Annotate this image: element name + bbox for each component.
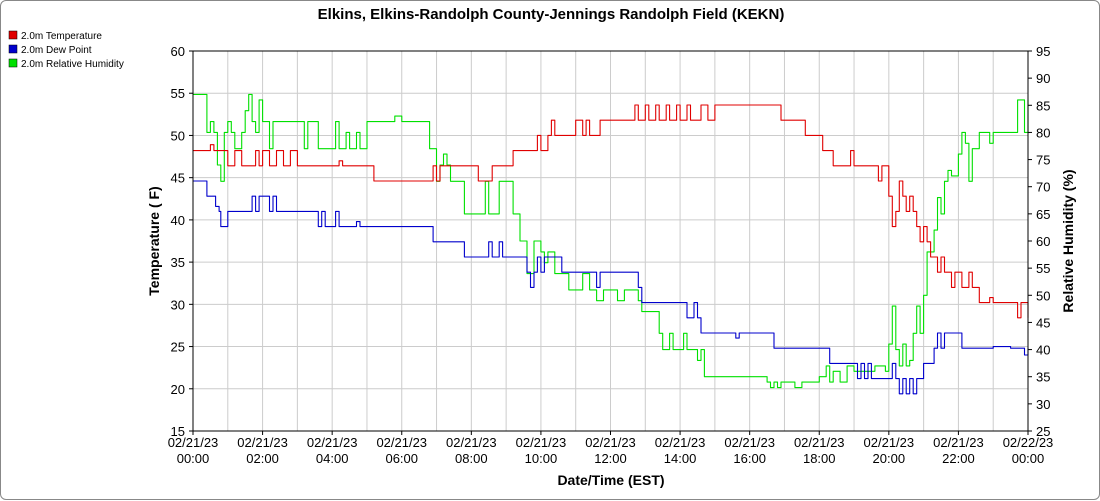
- series-line-2-0m-dew-point: [193, 180, 1029, 395]
- legend-label: 2.0m Dew Point: [21, 45, 92, 56]
- y-left-tick-label: 35: [171, 255, 185, 270]
- legend-label: 2.0m Relative Humidity: [21, 59, 124, 70]
- chart-title: Elkins, Elkins-Randolph County-Jennings …: [318, 6, 785, 23]
- x-tick-date: 02/21/23: [307, 435, 358, 450]
- y-right-tick-label: 65: [1036, 207, 1050, 222]
- grid: [192, 50, 1029, 432]
- x-tick-date: 02/21/23: [933, 435, 984, 450]
- legend-label: 2.0m Temperature: [21, 31, 102, 42]
- y-right-tick-label: 60: [1036, 234, 1050, 249]
- y-right-tick-label: 30: [1036, 397, 1050, 412]
- y-right-tick-label: 55: [1036, 261, 1050, 276]
- x-tick-time: 10:00: [525, 451, 558, 466]
- x-tick-date: 02/21/23: [794, 435, 845, 450]
- x-tick-time: 20:00: [873, 451, 906, 466]
- axes: 15 20 25 30 35 40 45 50 55 60 25 30 35 40 45 50 55 60 65 70…: [168, 44, 1054, 466]
- plot-border: [192, 50, 1029, 432]
- x-tick-time: 08:00: [455, 451, 488, 466]
- x-tick-date: 02/22/23: [1003, 435, 1054, 450]
- y-right-tick-label: 25: [1036, 424, 1050, 439]
- x-tick-time: 00:00: [1012, 451, 1045, 466]
- y-right-tick-label: 45: [1036, 315, 1050, 330]
- y-right-tick-label: 95: [1036, 44, 1050, 59]
- legend-swatch: [8, 44, 18, 54]
- x-tick-time: 00:00: [177, 451, 210, 466]
- series-layer: [193, 93, 1029, 395]
- chart-legend: 2.0m Temperature 2.0m Dew Point 2.0m Relat…: [8, 30, 124, 70]
- x-tick-time: 16:00: [733, 451, 766, 466]
- x-tick-date: 02/21/23: [864, 435, 915, 450]
- x-tick-time: 02:00: [246, 451, 279, 466]
- x-tick-time: 18:00: [803, 451, 836, 466]
- y-axis-right-label: Relative Humidity (%): [1060, 169, 1076, 312]
- y-right-tick-label: 90: [1036, 71, 1050, 86]
- y-left-tick-label: 25: [171, 340, 185, 355]
- x-tick-date: 02/21/23: [376, 435, 427, 450]
- x-tick-date: 02/21/23: [516, 435, 567, 450]
- series-line-2-0m-temperature: [193, 104, 1029, 319]
- y-left-tick-label: 45: [171, 171, 185, 186]
- x-tick-date: 02/21/23: [237, 435, 288, 450]
- x-tick-time: 06:00: [385, 451, 418, 466]
- y-left-tick-label: 20: [171, 382, 185, 397]
- legend-swatch: [8, 58, 18, 68]
- series-line-2-0m-relative-humidity: [193, 93, 1029, 389]
- x-tick-time: 14:00: [664, 451, 697, 466]
- y-right-tick-label: 80: [1036, 125, 1050, 140]
- y-axis-left-label: Temperature ( F): [146, 186, 162, 295]
- x-axis-label: Date/Time (EST): [557, 472, 664, 488]
- y-right-tick-label: 70: [1036, 180, 1050, 195]
- x-tick-time: 22:00: [942, 451, 975, 466]
- y-left-tick-label: 30: [171, 297, 185, 312]
- y-right-tick-label: 35: [1036, 370, 1050, 385]
- x-tick-date: 02/21/23: [585, 435, 636, 450]
- x-tick-date: 02/21/23: [446, 435, 497, 450]
- legend-swatch: [8, 30, 18, 40]
- y-left-tick-label: 60: [171, 44, 185, 59]
- x-tick-date: 02/21/23: [724, 435, 775, 450]
- y-right-tick-label: 50: [1036, 288, 1050, 303]
- y-left-tick-label: 55: [171, 86, 185, 101]
- y-right-tick-label: 85: [1036, 98, 1050, 113]
- x-tick-date: 02/21/23: [168, 435, 219, 450]
- y-left-tick-label: 50: [171, 128, 185, 143]
- y-left-tick-label: 15: [171, 424, 185, 439]
- x-tick-time: 12:00: [594, 451, 627, 466]
- y-right-tick-label: 40: [1036, 343, 1050, 358]
- y-right-tick-label: 75: [1036, 153, 1050, 168]
- x-tick-date: 02/21/23: [655, 435, 706, 450]
- y-left-tick-label: 40: [171, 213, 185, 228]
- x-tick-time: 04:00: [316, 451, 349, 466]
